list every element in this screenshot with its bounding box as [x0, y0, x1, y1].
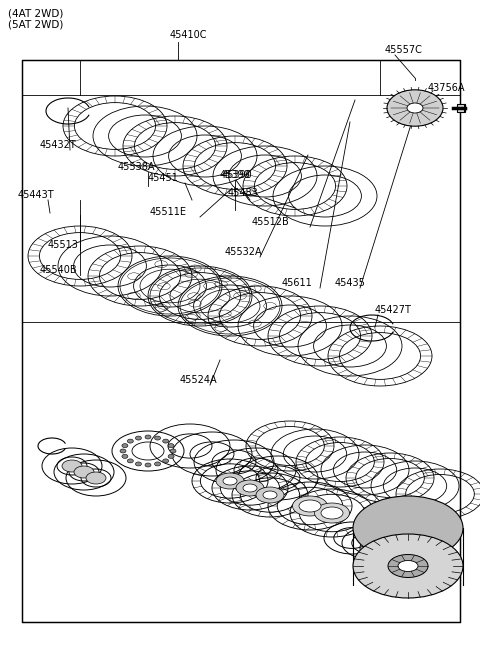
Ellipse shape	[353, 534, 463, 598]
Ellipse shape	[263, 491, 277, 499]
Ellipse shape	[170, 449, 176, 453]
Ellipse shape	[145, 463, 151, 467]
Text: 45443T: 45443T	[18, 190, 55, 200]
Text: 45511E: 45511E	[150, 207, 187, 217]
Ellipse shape	[135, 462, 142, 466]
Bar	[457, 104, 465, 112]
Text: 45435: 45435	[335, 278, 366, 288]
Ellipse shape	[299, 500, 321, 512]
Ellipse shape	[163, 459, 168, 463]
Ellipse shape	[398, 560, 418, 571]
Ellipse shape	[120, 449, 126, 453]
Ellipse shape	[168, 443, 174, 447]
Ellipse shape	[407, 103, 423, 113]
Text: 45432T: 45432T	[40, 140, 77, 150]
Ellipse shape	[321, 507, 343, 519]
Ellipse shape	[243, 484, 257, 492]
Ellipse shape	[145, 435, 151, 439]
Ellipse shape	[387, 90, 443, 126]
Ellipse shape	[86, 472, 106, 484]
Text: 45557C: 45557C	[385, 45, 423, 55]
Ellipse shape	[62, 460, 82, 472]
Ellipse shape	[236, 480, 264, 496]
Ellipse shape	[292, 496, 327, 516]
Ellipse shape	[314, 503, 349, 523]
Ellipse shape	[388, 554, 428, 577]
Text: 43756A: 43756A	[428, 83, 466, 93]
Ellipse shape	[256, 487, 284, 503]
Ellipse shape	[127, 459, 133, 463]
Text: 45538A: 45538A	[118, 162, 156, 172]
Text: 45410C: 45410C	[170, 30, 207, 40]
Text: 45611: 45611	[282, 278, 313, 288]
Ellipse shape	[216, 473, 244, 489]
Ellipse shape	[353, 496, 463, 560]
Bar	[22, 60, 460, 622]
Text: 45427T: 45427T	[375, 305, 412, 315]
Text: 45513: 45513	[48, 240, 79, 250]
Ellipse shape	[122, 455, 128, 459]
Ellipse shape	[168, 455, 174, 459]
Ellipse shape	[155, 436, 161, 440]
Ellipse shape	[135, 436, 142, 440]
Ellipse shape	[74, 466, 94, 478]
Ellipse shape	[127, 439, 133, 443]
Text: 45390: 45390	[222, 170, 253, 180]
Text: 45483: 45483	[228, 188, 259, 198]
Text: 45540B: 45540B	[40, 265, 78, 275]
Ellipse shape	[155, 462, 161, 466]
Text: 45512B: 45512B	[252, 217, 290, 227]
Ellipse shape	[122, 443, 128, 447]
Ellipse shape	[223, 477, 237, 485]
Text: 45451: 45451	[148, 173, 179, 183]
Ellipse shape	[163, 439, 168, 443]
Text: 45524A: 45524A	[180, 375, 217, 385]
Text: (4AT 2WD)
(5AT 2WD): (4AT 2WD) (5AT 2WD)	[8, 8, 63, 30]
Text: 45390: 45390	[220, 170, 251, 180]
Text: 45532A: 45532A	[225, 247, 263, 257]
